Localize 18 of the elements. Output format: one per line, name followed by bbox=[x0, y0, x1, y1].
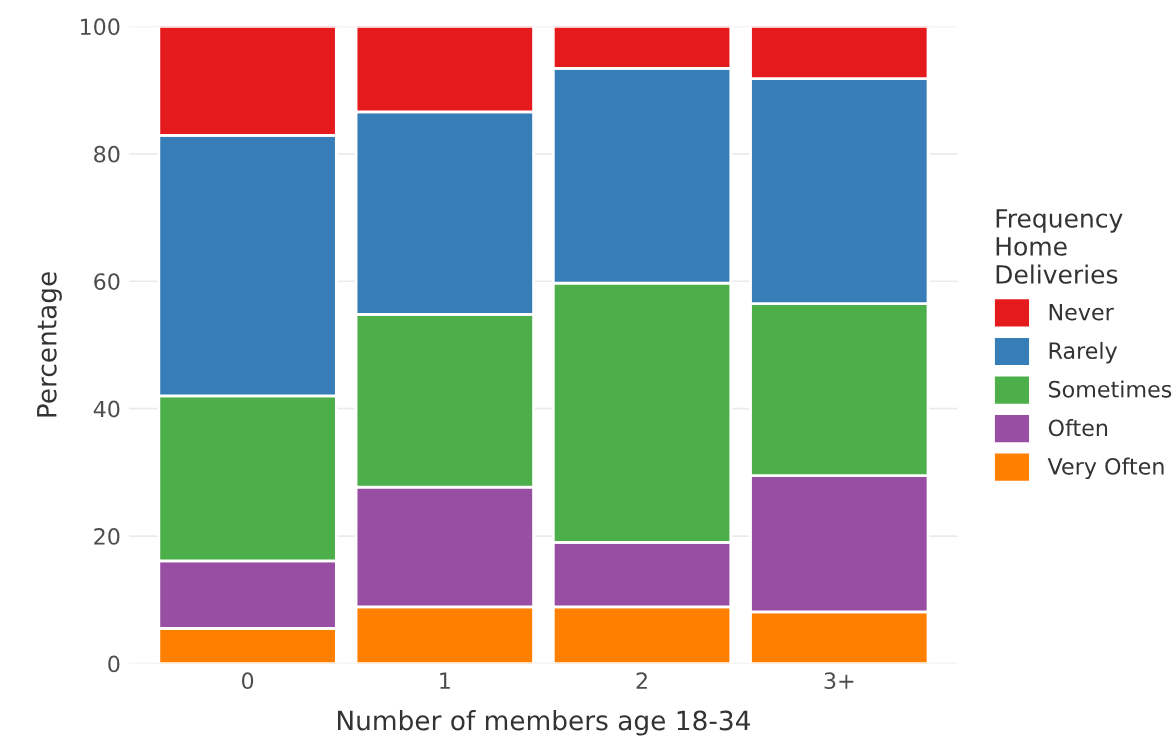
y-tick-label: 100 bbox=[80, 18, 120, 36]
x-axis-title: Number of members age 18-34 bbox=[337, 710, 750, 736]
legend-label: Often bbox=[1048, 419, 1108, 437]
y-axis-title: Percentage bbox=[37, 272, 62, 417]
y-tick-label: 60 bbox=[94, 273, 120, 290]
x-tick-label: 1 bbox=[440, 672, 450, 689]
x-tick-label: 2 bbox=[636, 672, 647, 689]
legend-label: Very Often bbox=[1047, 457, 1164, 480]
legend-label: Never bbox=[1049, 304, 1114, 321]
x-tick-label: 0 bbox=[241, 672, 254, 690]
x-tick-label: 3+ bbox=[824, 672, 854, 690]
legend-title: Frequency Home Deliveries bbox=[996, 209, 1123, 284]
y-tick-label: 80 bbox=[94, 145, 120, 163]
legend-label: Sometimes bbox=[1048, 380, 1172, 398]
legend-label: Rarely bbox=[1049, 341, 1118, 364]
y-tick-label: 40 bbox=[93, 400, 120, 418]
y-tick-label: 20 bbox=[94, 528, 120, 545]
y-tick-label: 0 bbox=[108, 655, 120, 673]
